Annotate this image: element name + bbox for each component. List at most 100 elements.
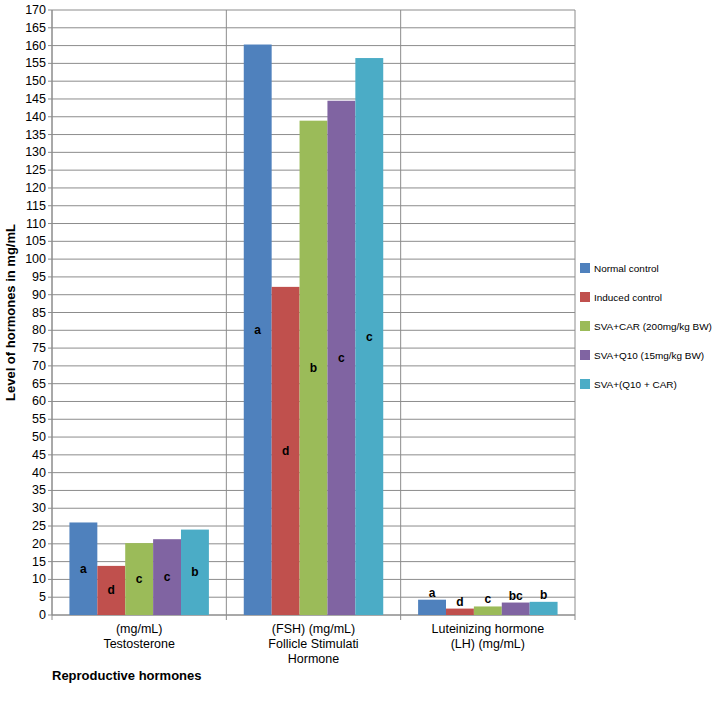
y-tick <box>48 294 52 295</box>
y-tick <box>48 223 52 224</box>
y-tick-label: 170 <box>25 3 46 17</box>
bar <box>153 539 181 615</box>
y-tick-label: 165 <box>25 21 46 35</box>
y-tick <box>48 383 52 384</box>
y-tick-label: 15 <box>32 555 46 569</box>
y-tick-label: 110 <box>26 217 46 231</box>
y-tick <box>48 597 52 598</box>
y-tick-label: 135 <box>25 128 46 142</box>
legend-swatch <box>580 263 590 273</box>
y-tick <box>48 526 52 527</box>
y-tick <box>48 10 52 11</box>
x-axis-title: Reproductive hormones <box>52 668 202 683</box>
y-tick <box>48 170 52 171</box>
grid-line <box>52 63 575 64</box>
y-tick <box>48 579 52 580</box>
y-tick <box>48 116 52 117</box>
bar <box>355 58 383 615</box>
significance-letter: b <box>310 361 317 375</box>
y-tick-label: 95 <box>32 270 46 284</box>
y-tick <box>48 187 52 188</box>
y-tick-label: 155 <box>25 56 46 70</box>
y-tick <box>48 98 52 99</box>
y-tick-label: 65 <box>32 377 46 391</box>
y-tick-label: 5 <box>39 590 46 604</box>
y-tick <box>48 63 52 64</box>
bar <box>244 45 272 615</box>
bar <box>69 522 97 615</box>
legend-swatch <box>580 321 590 331</box>
y-tick <box>48 27 52 28</box>
y-tick <box>48 508 52 509</box>
background <box>0 0 715 704</box>
y-tick <box>48 401 52 402</box>
y-axis <box>52 10 53 615</box>
y-tick <box>48 241 52 242</box>
y-tick-label: 160 <box>25 39 46 53</box>
y-tick-label: 20 <box>32 537 46 551</box>
x-tick-label: Luteinizing hormone(LH) (mg/mL) <box>432 622 545 651</box>
bar <box>418 600 446 615</box>
bar <box>530 602 558 615</box>
legend-label: SVA+(Q10 + CAR) <box>594 379 677 390</box>
bars <box>69 45 557 615</box>
significance-letter: a <box>80 562 87 576</box>
y-tick-label: 115 <box>26 199 46 213</box>
y-tick <box>48 437 52 438</box>
y-tick-label: 85 <box>32 306 46 320</box>
y-tick-label: 130 <box>25 145 46 159</box>
y-tick <box>48 276 52 277</box>
grid-line <box>52 81 575 82</box>
significance-letter: d <box>456 595 463 609</box>
y-tick <box>48 472 52 473</box>
significance-letter: d <box>282 444 289 458</box>
y-tick <box>48 561 52 562</box>
y-tick-label: 45 <box>32 448 46 462</box>
grid-line <box>52 27 575 28</box>
legend-label: SVA+Q10 (15mg/kg BW) <box>594 350 704 361</box>
significance-letter: c <box>164 570 171 584</box>
y-tick-label: 35 <box>32 483 46 497</box>
significance-letter: b <box>540 588 547 602</box>
grid-line <box>52 45 575 46</box>
y-tick-label: 30 <box>32 501 46 515</box>
y-tick-label: 50 <box>32 430 46 444</box>
bar <box>502 603 530 615</box>
significance-letter: c <box>338 351 345 365</box>
y-tick-label: 105 <box>25 234 46 248</box>
y-tick <box>48 490 52 491</box>
y-tick <box>48 205 52 206</box>
bar <box>446 609 474 615</box>
y-tick-label: 60 <box>32 394 46 408</box>
x-tick-label: (mg/mL)Testosterone <box>103 622 175 651</box>
significance-letter: c <box>484 592 491 606</box>
y-tick <box>48 348 52 349</box>
y-tick-label: 70 <box>32 359 46 373</box>
y-tick-label: 150 <box>25 74 46 88</box>
bar <box>125 543 153 615</box>
legend-label: Induced control <box>594 292 662 303</box>
y-tick-label: 100 <box>25 252 46 266</box>
grid-line <box>52 116 575 117</box>
y-tick-label: 120 <box>25 181 46 195</box>
y-tick-label: 10 <box>32 572 46 586</box>
category-divider <box>52 10 53 620</box>
y-tick-label: 25 <box>32 519 46 533</box>
bar <box>474 606 502 615</box>
y-tick-label: 0 <box>39 608 46 622</box>
y-tick-label: 140 <box>25 110 46 124</box>
bar <box>327 101 355 615</box>
y-tick-label: 75 <box>32 341 46 355</box>
y-tick <box>48 615 52 616</box>
significance-letter: a <box>429 586 436 600</box>
significance-letter: b <box>191 565 198 579</box>
y-tick <box>48 312 52 313</box>
y-tick <box>48 419 52 420</box>
y-tick-label: 55 <box>32 412 46 426</box>
y-tick <box>48 454 52 455</box>
category-divider <box>400 10 401 620</box>
legend-swatch <box>580 292 590 302</box>
bar <box>181 530 209 615</box>
significance-letter: bc <box>509 589 523 603</box>
significance-letter: c <box>136 572 143 586</box>
